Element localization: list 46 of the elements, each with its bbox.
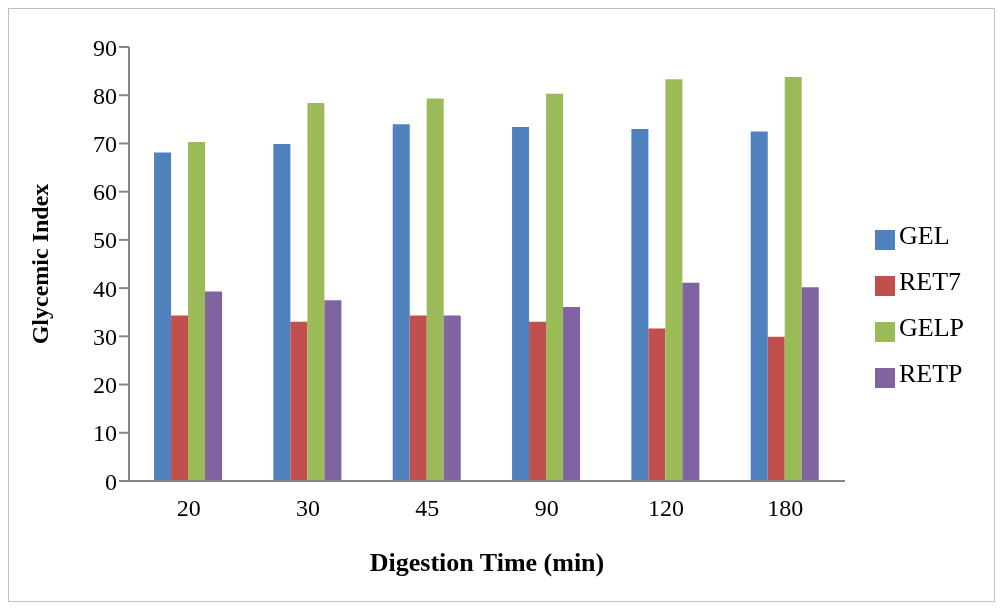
- bar: [767, 336, 785, 481]
- y-tick-label: 50: [93, 227, 117, 254]
- bar: [648, 328, 666, 481]
- y-tick-label: 0: [105, 468, 117, 495]
- bar: [205, 291, 223, 481]
- y-tick-label: 40: [93, 275, 117, 302]
- x-axis-title: Digestion Time (min): [369, 548, 605, 577]
- bar: [392, 124, 410, 481]
- bar: [682, 282, 700, 481]
- bar: [324, 300, 342, 481]
- bar: [188, 142, 206, 481]
- y-tick-label: 10: [93, 420, 117, 447]
- x-tick-label: 180: [767, 495, 804, 522]
- y-tick-label: 20: [93, 372, 117, 399]
- bar: [307, 102, 325, 481]
- x-tick-label: 120: [648, 495, 684, 522]
- bar: [665, 79, 683, 481]
- x-tick-label: 90: [534, 495, 559, 522]
- bar: [784, 76, 802, 481]
- bar: [426, 98, 444, 481]
- y-tick-label: 80: [93, 82, 117, 109]
- bar: [801, 287, 819, 481]
- bar: [154, 152, 172, 481]
- x-tick-label: 30: [296, 495, 320, 522]
- y-tick-label: 70: [93, 130, 117, 157]
- bar: [631, 128, 649, 481]
- x-tick-label: 20: [176, 495, 201, 522]
- y-tick-label: 60: [93, 179, 117, 206]
- legend-label: GEL: [899, 221, 950, 250]
- bar: [529, 321, 547, 481]
- bar: [512, 127, 530, 481]
- x-tick-label: 45: [415, 495, 440, 522]
- y-axis-title: Glycemic Index: [26, 183, 53, 345]
- bar: [750, 131, 768, 481]
- legend-label: GELP: [899, 313, 964, 342]
- legend-label: RET7: [899, 267, 962, 296]
- bar: [409, 315, 427, 481]
- bar: [171, 315, 189, 481]
- bar: [290, 321, 308, 481]
- bar: [563, 306, 581, 481]
- legend-label: RETP: [899, 359, 963, 388]
- bar: [443, 315, 461, 481]
- y-tick-label: 90: [93, 34, 117, 61]
- bar: [546, 93, 564, 481]
- y-tick-label: 30: [93, 323, 117, 350]
- bar: [273, 143, 291, 481]
